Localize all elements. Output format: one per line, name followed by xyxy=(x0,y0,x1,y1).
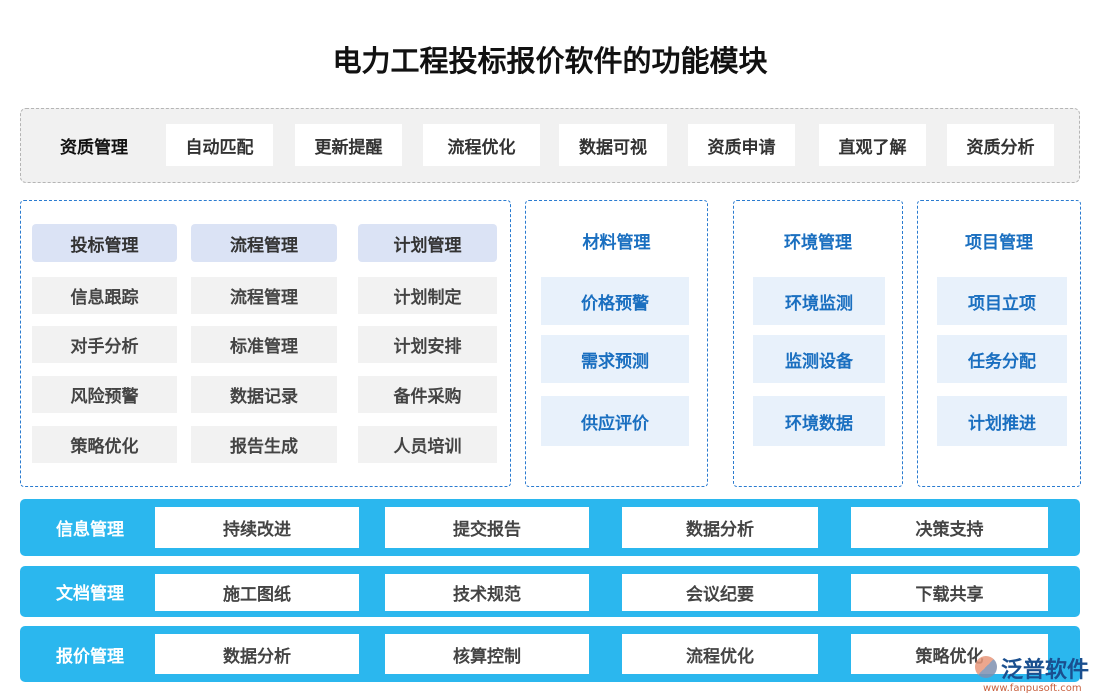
band-label: 信息管理 xyxy=(56,520,124,540)
band-item: 下载共享 xyxy=(851,574,1048,611)
band-label: 文档管理 xyxy=(56,584,124,604)
band-item: 会议纪要 xyxy=(622,574,818,611)
panel-header: 材料管理 xyxy=(582,232,651,253)
environment-module xyxy=(733,200,903,487)
bidding-item: 备件采购 xyxy=(358,376,497,413)
qualification-item: 资质分析 xyxy=(947,124,1054,166)
band-label: 报价管理 xyxy=(56,646,124,667)
bidding-item: 信息跟踪 xyxy=(32,277,177,314)
bidding-module xyxy=(20,200,511,487)
band-item: 流程优化 xyxy=(622,634,818,674)
bidding-column-header: 流程管理 xyxy=(191,224,337,262)
bidding-column-header: 计划管理 xyxy=(358,224,497,262)
panel-item: 需求预测 xyxy=(541,335,689,383)
panel-item: 供应评价 xyxy=(541,396,689,446)
band-item: 决策支持 xyxy=(851,507,1048,548)
panel-item: 项目立项 xyxy=(937,277,1067,325)
qualification-item: 数据可视 xyxy=(559,124,667,166)
bidding-item: 计划安排 xyxy=(358,326,497,363)
fanpu-logo: 泛普软件 www.fanpusoft.com xyxy=(975,652,1095,698)
band-item: 提交报告 xyxy=(385,507,589,548)
bidding-item: 风险预警 xyxy=(32,376,177,413)
panel-item: 任务分配 xyxy=(937,335,1067,383)
logo-url: www.fanpusoft.com xyxy=(983,683,1082,694)
panel-item: 环境数据 xyxy=(753,396,885,446)
qualification-item: 自动匹配 xyxy=(166,124,273,166)
qualification-item: 资质申请 xyxy=(688,124,795,166)
band-item: 技术规范 xyxy=(385,574,589,611)
bidding-column-header: 投标管理 xyxy=(32,224,177,262)
qualification-item: 流程优化 xyxy=(423,124,540,166)
band-item: 施工图纸 xyxy=(155,574,359,611)
band-item: 核算控制 xyxy=(385,634,589,674)
band-item: 数据分析 xyxy=(622,507,818,548)
qualification-item: 更新提醒 xyxy=(295,124,402,166)
panel-item: 计划推进 xyxy=(937,396,1067,446)
material-module xyxy=(525,200,708,487)
logo-brand: 泛普软件 xyxy=(1001,658,1090,683)
bidding-item: 对手分析 xyxy=(32,326,177,363)
bidding-item: 报告生成 xyxy=(191,426,337,463)
qualification-label: 资质管理 xyxy=(60,137,128,158)
project-module xyxy=(917,200,1081,487)
bidding-item: 数据记录 xyxy=(191,376,337,413)
bidding-item: 流程管理 xyxy=(191,277,337,314)
band-item: 持续改进 xyxy=(155,507,359,548)
panel-header: 项目管理 xyxy=(965,232,1033,253)
bidding-item: 标准管理 xyxy=(191,326,337,363)
bidding-item: 人员培训 xyxy=(358,426,497,463)
bidding-item: 计划制定 xyxy=(358,277,497,314)
panel-header: 环境管理 xyxy=(784,232,852,253)
panel-item: 价格预警 xyxy=(541,277,689,325)
panel-item: 环境监测 xyxy=(753,277,885,325)
bidding-item: 策略优化 xyxy=(32,426,177,463)
panel-item: 监测设备 xyxy=(753,335,885,383)
page-title: 电力工程投标报价软件的功能模块 xyxy=(332,44,768,78)
band-item: 数据分析 xyxy=(155,634,359,674)
band-item: 策略优化 xyxy=(851,634,1048,674)
qualification-item: 直观了解 xyxy=(819,124,926,166)
logo-icon xyxy=(975,656,997,678)
